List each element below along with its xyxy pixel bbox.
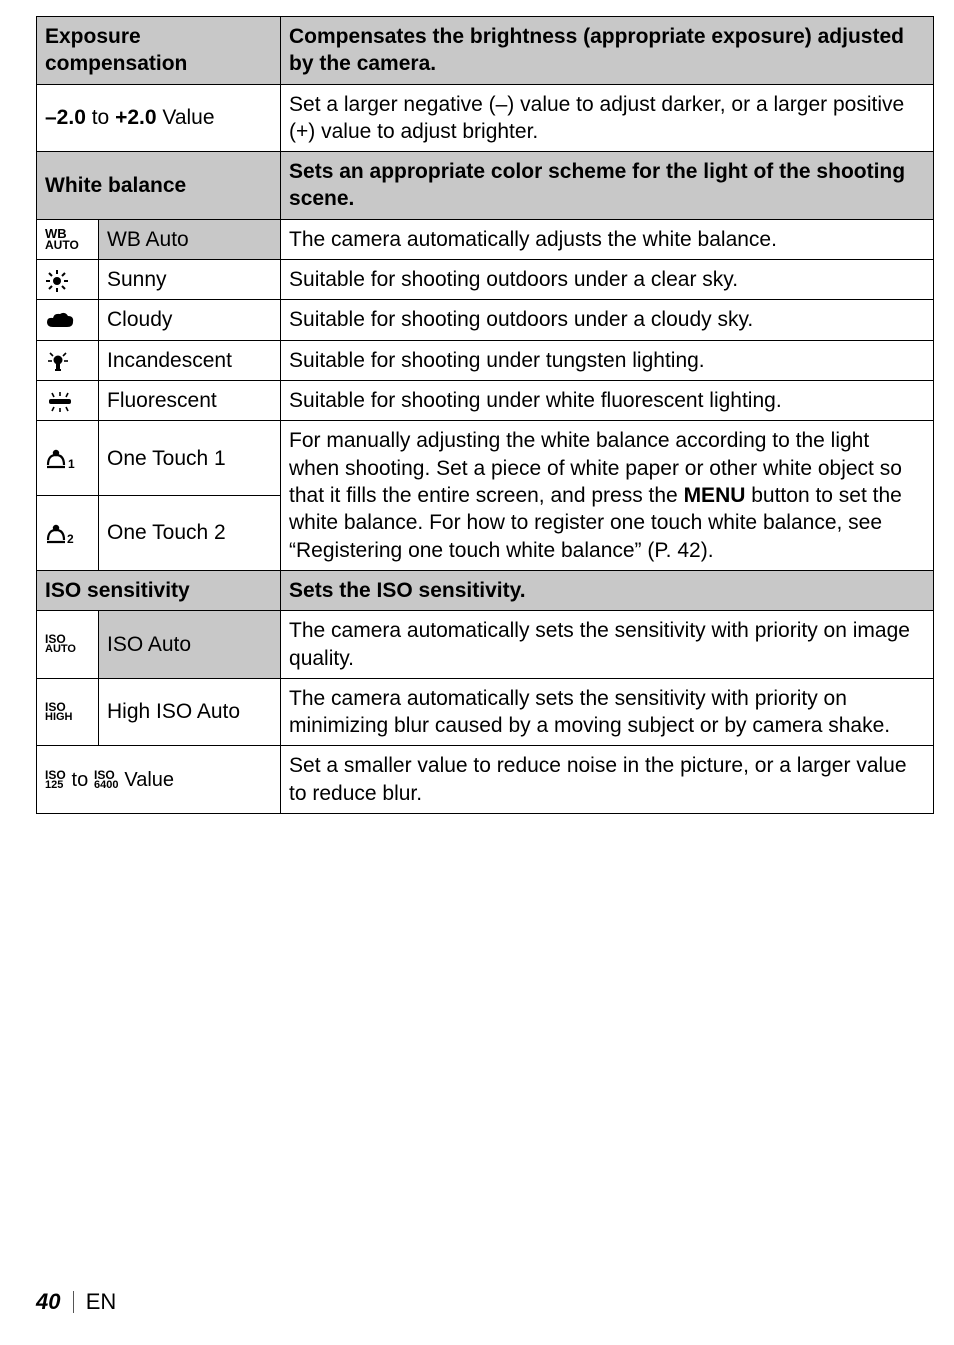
iso-range-label: ISO125 to ISO6400 Value xyxy=(37,746,281,814)
setting-icon-cell xyxy=(37,300,99,340)
setting-range-label: –2.0 to +2.0 Value xyxy=(37,84,281,152)
page-footer: 40 EN xyxy=(36,1289,116,1315)
setting-description: Set a smaller value to reduce noise in t… xyxy=(281,746,934,814)
setting-description: Suitable for shooting under white fluore… xyxy=(281,381,934,421)
cloudy-icon xyxy=(45,311,75,331)
setting-label: Incandescent xyxy=(99,340,281,380)
setting-icon-cell: 2 xyxy=(37,496,99,571)
setting-label: High ISO Auto xyxy=(99,678,281,746)
setting-icon-cell xyxy=(37,340,99,380)
setting-icon-cell: 1 xyxy=(37,421,99,496)
page-number: 40 xyxy=(36,1289,60,1314)
one-touch-2-icon: 2 xyxy=(45,522,77,546)
setting-description: For manually adjusting the white balance… xyxy=(281,421,934,570)
setting-description: The camera automatically adjusts the whi… xyxy=(281,219,934,259)
setting-label: WB Auto xyxy=(99,219,281,259)
sunny-icon xyxy=(45,269,69,293)
iso-high-icon: ISOHIGH xyxy=(45,702,90,723)
setting-icon-cell: ISOHIGH xyxy=(37,678,99,746)
one-touch-1-icon: 1 xyxy=(45,447,77,471)
section-header-label: ISO sensitivity xyxy=(37,570,281,610)
setting-label: One Touch 1 xyxy=(99,421,281,496)
section-header-label: Exposure compensation xyxy=(37,17,281,85)
setting-description: The camera automatically sets the sensit… xyxy=(281,611,934,679)
page-lang: EN xyxy=(86,1289,117,1314)
fluorescent-icon xyxy=(45,391,75,413)
settings-table: Exposure compensationCompensates the bri… xyxy=(36,16,934,814)
setting-label: ISO Auto xyxy=(99,611,281,679)
incandescent-icon xyxy=(45,348,71,374)
setting-label: Cloudy xyxy=(99,300,281,340)
setting-icon-cell: ISOAUTO xyxy=(37,611,99,679)
section-header-label: White balance xyxy=(37,152,281,220)
setting-description: Suitable for shooting outdoors under a c… xyxy=(281,300,934,340)
section-header-desc: Sets an appropriate color scheme for the… xyxy=(281,152,934,220)
section-header-desc: Compensates the brightness (appropriate … xyxy=(281,17,934,85)
setting-label: Sunny xyxy=(99,260,281,300)
setting-description: The camera automatically sets the sensit… xyxy=(281,678,934,746)
svg-text:2: 2 xyxy=(67,532,74,546)
wb-auto-icon: WBAUTO xyxy=(45,228,90,250)
setting-icon-cell: WBAUTO xyxy=(37,219,99,259)
section-header-desc: Sets the ISO sensitivity. xyxy=(281,570,934,610)
iso-auto-icon: ISOAUTO xyxy=(45,634,90,655)
setting-description: Suitable for shooting outdoors under a c… xyxy=(281,260,934,300)
setting-description: Suitable for shooting under tungsten lig… xyxy=(281,340,934,380)
setting-icon-cell xyxy=(37,260,99,300)
setting-label: One Touch 2 xyxy=(99,496,281,571)
svg-text:1: 1 xyxy=(68,457,75,471)
setting-icon-cell xyxy=(37,381,99,421)
setting-description: Set a larger negative (–) value to adjus… xyxy=(281,84,934,152)
setting-label: Fluorescent xyxy=(99,381,281,421)
